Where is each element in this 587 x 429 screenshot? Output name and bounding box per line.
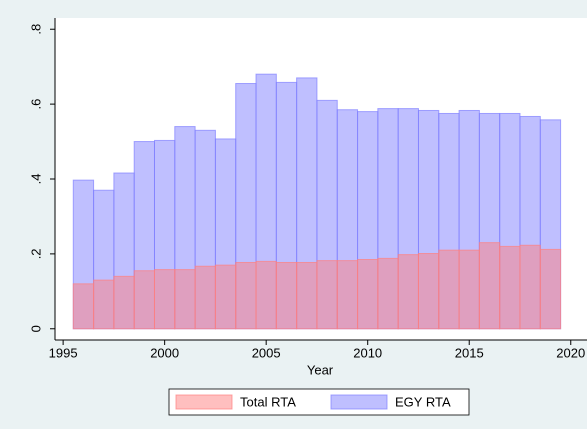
bar	[194, 265, 216, 330]
x-tick-label: 2015	[455, 345, 484, 360]
bar	[519, 244, 541, 330]
y-tick-label: .4	[28, 174, 43, 185]
bar	[478, 242, 501, 330]
x-axis-title: Year	[307, 362, 334, 377]
bar	[214, 264, 237, 330]
legend-swatch	[175, 394, 233, 410]
bar	[133, 270, 155, 330]
y-tick-label: 0	[28, 325, 43, 332]
x-tick-label: 2000	[150, 345, 179, 360]
bar	[397, 254, 419, 330]
bar	[458, 249, 480, 330]
bar	[72, 283, 95, 330]
bar	[275, 261, 298, 330]
legend-label: EGY RTA	[395, 394, 451, 409]
x-tick-label: 2005	[252, 345, 281, 360]
bar	[377, 257, 399, 330]
y-tick-label: .2	[28, 248, 43, 259]
y-tick-label: .6	[28, 99, 43, 110]
bar	[296, 261, 318, 330]
bar	[235, 261, 257, 330]
bar	[357, 259, 379, 330]
y-tick-label: .8	[28, 24, 43, 35]
x-tick-label: 1995	[49, 345, 78, 360]
bar	[174, 269, 196, 330]
bar	[113, 275, 135, 330]
bar	[255, 260, 277, 330]
x-tick-label: 2010	[353, 345, 382, 360]
bar	[336, 260, 359, 330]
legend-label: Total RTA	[240, 394, 296, 409]
bar	[316, 260, 338, 330]
legend-swatch	[330, 394, 388, 410]
bar	[499, 245, 521, 330]
bar	[438, 249, 460, 330]
bar	[93, 279, 115, 330]
x-tick-label: 2020	[556, 345, 585, 360]
bar	[539, 248, 562, 330]
bar	[417, 253, 440, 330]
bar	[153, 269, 176, 330]
